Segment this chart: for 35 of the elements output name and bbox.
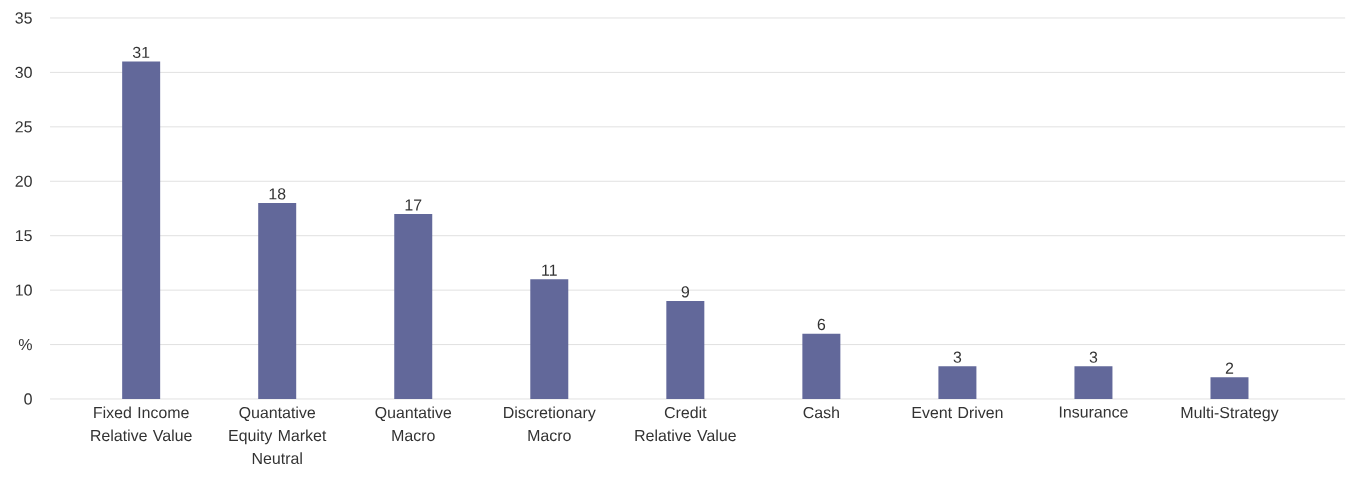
y-tick-label: 0	[24, 393, 32, 405]
x-tick-label: Fixed Income Relative Value	[91, 406, 192, 442]
bar	[1074, 366, 1113, 399]
y-tick-label: 25	[15, 121, 32, 133]
bar	[394, 213, 433, 399]
bar	[530, 279, 569, 399]
data-label: 31	[132, 46, 150, 59]
bar	[802, 333, 841, 399]
data-label: 3	[953, 351, 962, 363]
bar	[258, 203, 297, 399]
x-tick-label: Quantative Equity Market Neutral	[229, 406, 327, 465]
y-tick-label: 15	[15, 230, 32, 242]
data-label: 11	[542, 264, 557, 276]
x-tick-label: Credit Relative Value	[635, 406, 736, 442]
x-tick-label: Event Driven	[912, 406, 1003, 419]
y-tick-label: 20	[15, 175, 32, 187]
data-label: 3	[1089, 351, 1098, 363]
y-tick-label: 30	[15, 66, 32, 79]
data-label: 18	[269, 188, 286, 200]
data-label: 2	[1225, 362, 1234, 374]
bar	[1210, 377, 1249, 399]
y-tick-label: %	[18, 338, 32, 351]
x-tick-label: Multi-Strategy	[1181, 406, 1279, 422]
data-label: 17	[405, 199, 422, 211]
bar	[122, 61, 161, 399]
y-tick-label: 10	[15, 284, 32, 296]
x-tick-label: Cash	[803, 406, 839, 419]
bar	[666, 301, 705, 399]
y-tick-label: 35	[15, 12, 32, 24]
x-tick-label: Discretionary Macro	[504, 406, 596, 442]
data-label: 6	[817, 318, 826, 331]
x-tick-label: Quantative Macro	[375, 406, 452, 442]
bar	[938, 366, 977, 399]
data-label: 9	[681, 286, 690, 298]
x-tick-label: Insurance	[1059, 406, 1128, 418]
